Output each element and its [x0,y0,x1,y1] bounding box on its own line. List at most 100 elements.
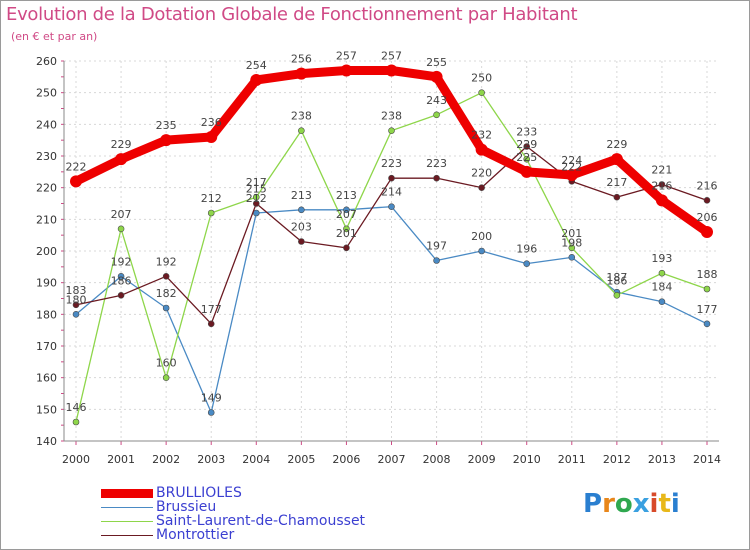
data-point-brussieu [207,409,215,416]
legend-swatch [101,489,153,498]
data-point-saint-laurent-de-chamousset [478,89,485,96]
x-tick-label: 2001 [107,453,135,466]
logo-letter: i [649,489,659,519]
legend-label: Saint-Laurent-de-Chamousset [156,513,366,529]
data-label-montrottier: 233 [516,126,537,139]
data-point-montrottier [252,200,260,207]
data-label-brussieu: 200 [471,230,492,243]
data-label-saint-laurent-de-chamousset: 250 [471,72,492,85]
legend-item: Montrottier [101,528,401,544]
data-label-brussieu: 197 [426,240,447,253]
x-tick-label: 2005 [287,453,315,466]
data-point-brullioles [205,131,218,143]
data-label-montrottier: 203 [291,221,312,234]
data-label-brussieu: 180 [66,293,87,306]
logo-letter: o [614,489,633,519]
data-point-saint-laurent-de-chamousset [433,111,440,119]
data-point-saint-laurent-de-chamousset [388,127,395,134]
data-point-saint-laurent-de-chamousset [658,269,666,277]
data-point-brullioles [295,67,308,80]
x-tick-label: 2008 [423,453,451,466]
data-label-brullioles: 257 [336,50,357,63]
data-point-brullioles [115,153,128,166]
data-label-brullioles: 254 [246,59,267,72]
data-point-brussieu [162,304,170,312]
data-label-montrottier: 215 [246,183,267,196]
x-tick-label: 2003 [197,453,225,466]
data-point-saint-laurent-de-chamousset [613,292,621,299]
data-point-brullioles [475,143,488,156]
data-label-montrottier: 177 [201,303,222,316]
data-point-brullioles [655,194,668,207]
x-tick-label: 2011 [558,453,586,466]
data-point-brullioles [160,134,173,147]
chart-title: Evolution de la Dotation Globale de Fonc… [6,4,578,25]
data-label-saint-laurent-de-chamousset: 229 [516,138,537,151]
x-tick-label: 2012 [603,453,631,466]
data-label-montrottier: 220 [471,167,492,180]
data-point-brullioles [520,165,533,178]
data-label-montrottier: 223 [426,157,447,170]
data-label-brullioles: 232 [471,129,492,142]
y-tick-label: 250 [36,87,57,100]
data-point-brussieu [703,320,711,328]
data-label-montrottier: 192 [156,255,177,268]
data-label-brussieu: 192 [111,255,132,268]
legend-label: Montrottier [156,527,235,543]
data-point-brussieu [433,257,440,264]
data-label-brullioles: 206 [697,211,718,224]
y-tick-label: 190 [36,277,57,290]
data-point-brullioles [340,64,353,77]
data-label-saint-laurent-de-chamousset: 193 [651,252,672,265]
x-tick-label: 2014 [693,453,721,466]
x-tick-label: 2009 [468,453,496,466]
data-point-brullioles [610,153,623,166]
y-tick-label: 180 [36,308,57,321]
data-label-saint-laurent-de-chamousset: 207 [111,208,132,221]
data-point-saint-laurent-de-chamousset [703,285,711,293]
data-label-montrottier: 183 [66,284,87,297]
data-point-brullioles [385,64,398,77]
data-label-brussieu: 213 [291,189,312,202]
x-tick-label: 2002 [152,453,180,466]
data-point-brullioles [565,169,578,181]
x-tick-label: 2006 [332,453,360,466]
data-label-montrottier: 222 [561,160,582,173]
y-tick-label: 260 [36,55,57,68]
data-point-brussieu [658,298,666,305]
data-point-brussieu [298,206,305,214]
data-point-saint-laurent-de-chamousset [343,225,350,233]
y-tick-label: 240 [36,118,57,131]
y-tick-label: 140 [36,435,57,448]
data-point-montrottier [388,174,395,182]
data-point-brussieu [72,311,80,318]
data-point-saint-laurent-de-chamousset [568,244,576,252]
data-point-brussieu [523,260,531,267]
logo-letter: r [602,489,615,519]
data-label-brussieu: 149 [201,392,222,405]
data-label-brussieu: 177 [697,303,718,316]
data-label-brussieu: 212 [246,192,267,205]
data-label-saint-laurent-de-chamousset: 186 [606,274,627,287]
data-point-montrottier [343,244,350,252]
data-point-brullioles [701,226,713,238]
data-label-montrottier: 223 [381,157,402,170]
data-point-montrottier [523,143,531,150]
data-point-brussieu [478,247,485,255]
x-tick-label: 2013 [648,453,676,466]
legend-label: BRULLIOLES [156,485,242,501]
x-tick-label: 2004 [242,453,270,466]
logo-letter: i [670,489,680,519]
data-label-brussieu: 196 [516,243,537,256]
data-point-montrottier [72,301,80,309]
data-label-brullioles: 257 [381,50,402,63]
x-tick-label: 2007 [378,453,406,466]
data-point-brullioles [70,175,82,188]
data-point-montrottier [703,197,711,204]
data-point-saint-laurent-de-chamousset [162,374,170,381]
data-label-brullioles: 222 [66,160,87,173]
data-label-montrottier: 217 [606,176,627,189]
data-point-saint-laurent-de-chamousset [72,418,80,426]
y-tick-label: 210 [36,213,57,226]
